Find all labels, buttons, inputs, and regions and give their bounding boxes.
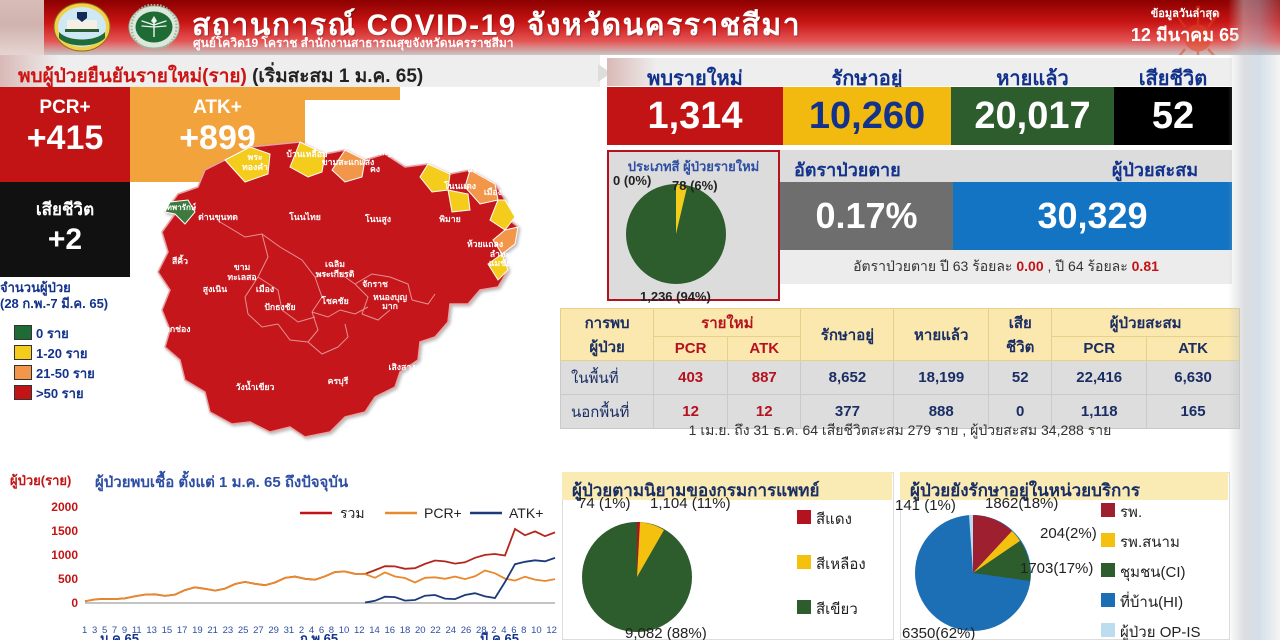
svg-text:โนนแดง: โนนแดง xyxy=(443,180,476,191)
svg-text:1000: 1000 xyxy=(51,548,78,562)
svg-text:พระ: พระ xyxy=(247,152,262,162)
svg-text:ห้วยแถลง: ห้วยแถลง xyxy=(467,239,503,249)
svg-text:แมชัย: แมชัย xyxy=(489,258,511,268)
svg-text:พิมาย: พิมาย xyxy=(439,214,461,224)
svg-text:โนนไทย: โนนไทย xyxy=(288,211,321,222)
svg-text:0: 0 xyxy=(71,596,78,610)
svg-text:ATK+: ATK+ xyxy=(509,505,543,521)
svg-text:ปักธงชัย: ปักธงชัย xyxy=(264,302,295,312)
svg-text:โนนสูง: โนนสูง xyxy=(364,213,391,225)
svg-text:จักราช: จักราช xyxy=(362,279,388,289)
svg-text:PCR+: PCR+ xyxy=(424,505,462,521)
svg-text:ทะเลสอ: ทะเลสอ xyxy=(227,272,256,282)
svg-text:เทพารักษ์: เทพารักษ์ xyxy=(164,202,197,212)
svg-text:ครบุรี: ครบุรี xyxy=(328,376,349,387)
svg-text:เมืองยาง: เมืองยาง xyxy=(484,187,516,197)
svg-text:บัวลาย: บัวลาย xyxy=(427,128,453,138)
svg-text:ทองคำ: ทองคำ xyxy=(242,162,268,172)
svg-text:เมือง: เมือง xyxy=(256,284,274,294)
svg-text:มาก: มาก xyxy=(382,301,398,311)
svg-text:ปากช่อง: ปากช่อง xyxy=(159,324,190,334)
svg-text:โชคชัย: โชคชัย xyxy=(320,295,348,306)
svg-text:1500: 1500 xyxy=(51,524,78,538)
svg-text:ขาม: ขาม xyxy=(234,262,251,272)
svg-text:รวม: รวม xyxy=(340,505,365,521)
svg-text:แก้งสนามนาง: แก้งสนามนาง xyxy=(309,136,361,146)
svg-text:ประทาย: ประทาย xyxy=(467,164,498,174)
svg-text:500: 500 xyxy=(58,572,78,586)
svg-text:เสิงสาง: เสิงสาง xyxy=(389,362,416,372)
svg-text:พระเกียรติ: พระเกียรติ xyxy=(316,269,355,279)
svg-text:สีดา: สีดา xyxy=(426,152,443,162)
svg-text:วังน้ำเขียว: วังน้ำเขียว xyxy=(236,380,275,392)
svg-text:สูงเนิน: สูงเนิน xyxy=(203,284,227,295)
svg-text:ขามสะแกแสง: ขามสะแกแสง xyxy=(322,157,375,167)
svg-text:เฉลิม: เฉลิม xyxy=(325,259,345,269)
svg-text:2000: 2000 xyxy=(51,500,78,514)
svg-text:สีคิ้ว: สีคิ้ว xyxy=(171,254,188,266)
svg-text:ด่านขุนทด: ด่านขุนทด xyxy=(198,212,238,223)
